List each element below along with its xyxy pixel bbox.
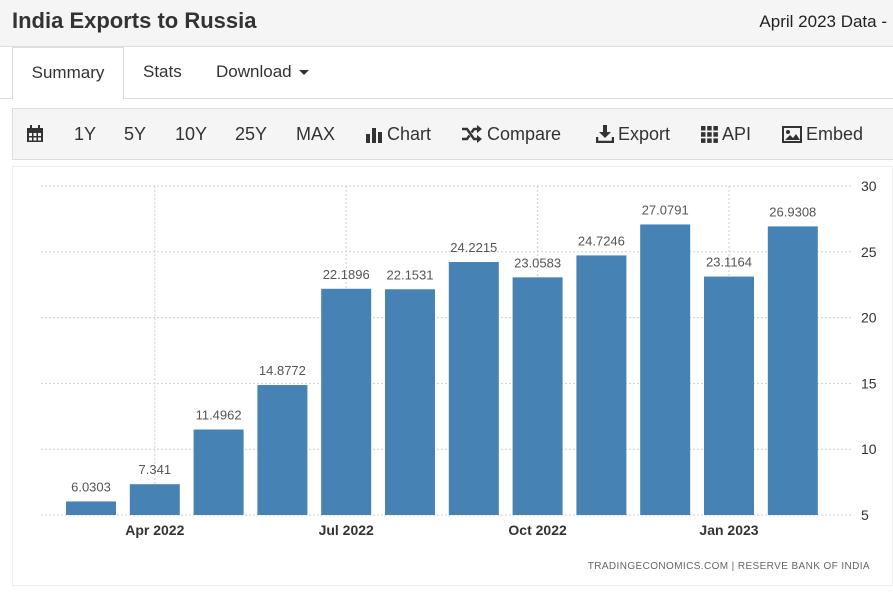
export-label: Export [618,124,671,144]
range-25y-button[interactable]: 25Y [235,124,268,144]
data-label: 23.0583 [514,255,561,270]
bar[interactable] [448,262,499,515]
source-attribution: TRADINGECONOMICS.COM | RESERVE BANK OF I… [587,561,870,572]
tab-stats[interactable]: Stats [143,62,182,81]
bar[interactable] [385,289,435,515]
data-label: 22.1896 [323,267,370,282]
data-label: 26.9308 [769,204,816,219]
tab-download-label: Download [216,62,292,81]
y-tick-label: 5 [861,507,869,523]
api-button[interactable]: API [701,109,751,159]
export-button[interactable]: Export [595,109,671,159]
data-date-label[interactable]: April 2023 Data - [759,12,887,31]
data-label: 23.1164 [706,255,752,270]
data-label: 24.7246 [578,233,625,248]
x-tick-label: Jan 2023 [699,522,758,538]
page-title: India Exports to Russia [12,8,257,33]
calendar-button[interactable] [26,109,48,159]
range-max-button[interactable]: MAX [296,124,336,144]
bar[interactable] [640,224,691,516]
bar[interactable] [767,226,818,515]
grid-icon [701,126,718,143]
data-label: 27.0791 [642,202,689,217]
bar[interactable] [576,255,627,515]
chart-type-button[interactable]: Chart [365,109,431,159]
chart-toolbar: 1Y 5Y 10Y 25Y MAX Chart Compare Export A… [12,108,893,160]
compare-label: Compare [487,124,562,144]
bar[interactable] [66,501,116,515]
bar[interactable] [321,288,372,515]
tab-download[interactable]: Download [216,47,309,99]
embed-label: Embed [806,124,864,144]
y-tick-label: 15 [861,375,877,391]
data-label: 14.8772 [259,363,306,378]
chart-container: 5 10 15 20 25 30 6.0303 7.341 11.4962 14.8772 22.1… [12,166,893,586]
data-label: 22.1531 [387,267,434,282]
range-10y-button[interactable]: 10Y [175,124,208,144]
x-tick-label: Jul 2022 [319,522,374,538]
data-label: 6.0303 [71,479,111,494]
data-label: 11.4962 [196,408,242,423]
image-icon [782,126,802,143]
bar[interactable] [512,277,563,515]
bar[interactable] [193,429,244,515]
bar[interactable] [257,385,308,515]
range-5y-button[interactable]: 5Y [124,124,147,144]
bar[interactable] [704,276,754,515]
bar-chart-icon [366,128,382,143]
top-bar: India Exports to Russia April 2023 Data … [0,0,893,47]
bar-chart: 5 10 15 20 25 30 6.0303 7.341 11.4962 14.8772 22.1… [41,178,877,538]
x-tick-label: Apr 2022 [125,522,184,538]
tab-bar: Summary Stats Download [0,47,893,100]
chart-type-label: Chart [387,124,432,144]
compare-button[interactable]: Compare [461,109,561,159]
bar[interactable] [129,484,180,515]
tab-summary[interactable]: Summary [12,47,124,100]
embed-button[interactable]: Embed [782,109,863,159]
data-label: 7.341 [139,462,172,477]
chevron-down-icon [298,70,309,76]
x-tick-label: Oct 2022 [508,522,567,538]
range-1y-button[interactable]: 1Y [74,124,97,144]
api-label: API [722,124,752,144]
y-tick-label: 30 [861,178,877,194]
data-label: 24.2215 [450,240,497,255]
y-tick-label: 10 [861,441,877,457]
calendar-icon [27,125,43,142]
y-tick-label: 20 [861,310,877,326]
shuffle-icon [462,125,482,143]
download-icon [595,125,615,144]
y-tick-label: 25 [861,244,877,260]
